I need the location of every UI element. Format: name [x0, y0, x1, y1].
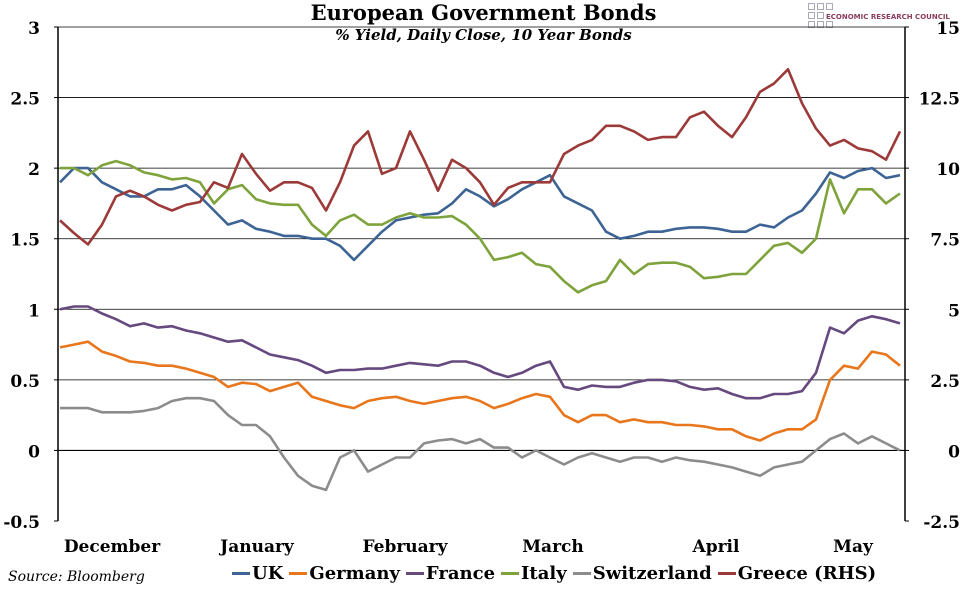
right-tick-label: 2.5 — [930, 372, 960, 392]
legend-item: UK — [232, 563, 283, 584]
x-tick-label: May — [833, 537, 874, 557]
x-tick-label: February — [362, 537, 448, 557]
legend-swatch — [289, 572, 308, 575]
right-tick-label: 15 — [936, 19, 960, 39]
legend-item: Switzerland — [572, 563, 712, 584]
left-tick-label: 2.5 — [10, 90, 40, 110]
legend-item: Germany — [289, 563, 400, 584]
right-tick-label: 10 — [936, 160, 960, 180]
legend-swatch — [501, 572, 520, 575]
right-tick-label: 0 — [948, 442, 960, 462]
legend-label: Greece (RHS) — [737, 563, 877, 584]
series-line-italy — [60, 159, 901, 294]
legend-label: Italy — [521, 563, 567, 584]
series-line-france — [59, 305, 901, 400]
right-tick-label: -2.5 — [923, 513, 960, 533]
legend-label: Switzerland — [592, 563, 712, 584]
legend-swatch — [405, 572, 424, 575]
left-tick-label: 3 — [28, 19, 40, 39]
series-line-uk — [59, 166, 901, 262]
right-tick-label: 12.5 — [919, 90, 960, 110]
series-line-germany — [59, 340, 901, 442]
legend-item: Greece (RHS) — [717, 563, 877, 584]
erc-logo: ECONOMIC RESEARCH COUNCIL — [808, 3, 950, 30]
legend: UK Germany France Italy Switzerland Greece (R… — [232, 563, 876, 584]
legend-label: UK — [252, 563, 284, 584]
left-tick-label: 1.5 — [10, 231, 40, 251]
x-tick-label: January — [218, 537, 295, 557]
series-line-greece-rhs — [59, 68, 902, 246]
x-tick-label: December — [64, 537, 161, 557]
left-tick-label: 1 — [28, 301, 40, 321]
left-tick-label: 2 — [28, 160, 40, 180]
chart-title: European Government Bonds — [310, 0, 657, 25]
legend-swatch — [572, 572, 591, 575]
left-tick-label: 0 — [28, 442, 40, 462]
legend-label: France — [425, 563, 496, 584]
legend-swatch — [232, 572, 250, 575]
legend-item: Italy — [501, 563, 567, 584]
series-line-switzerland — [60, 396, 901, 492]
left-tick-label: 0.5 — [10, 372, 40, 392]
logo-text: ECONOMIC RESEARCH COUNCIL — [826, 13, 950, 21]
x-tick-label: April — [692, 537, 740, 557]
right-tick-label: 5 — [948, 301, 960, 321]
legend-item: France — [405, 563, 496, 584]
x-tick-label: March — [522, 537, 584, 557]
legend-swatch — [717, 572, 736, 575]
source-note: Source: Bloomberg — [8, 569, 145, 585]
legend-label: Germany — [309, 563, 400, 584]
left-tick-label: -0.5 — [3, 513, 40, 533]
chart-subtitle: % Yield, Daily Close, 10 Year Bonds — [335, 26, 632, 44]
right-tick-label: 7.5 — [930, 231, 960, 251]
